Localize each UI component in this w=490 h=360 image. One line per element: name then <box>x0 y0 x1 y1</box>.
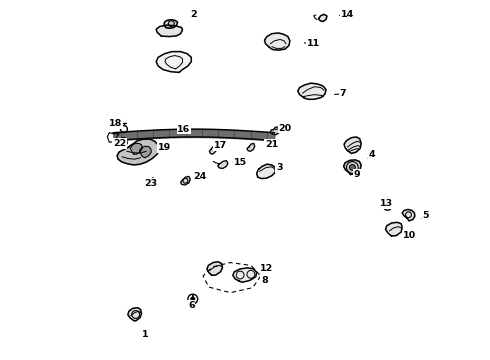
Polygon shape <box>265 33 290 50</box>
Polygon shape <box>298 83 326 99</box>
Text: 6: 6 <box>188 301 195 310</box>
Polygon shape <box>130 143 143 154</box>
Polygon shape <box>156 51 191 72</box>
Text: 9: 9 <box>354 170 361 179</box>
Polygon shape <box>270 127 280 135</box>
Polygon shape <box>209 146 217 154</box>
Polygon shape <box>257 164 275 179</box>
Text: 11: 11 <box>307 39 320 48</box>
Text: 22: 22 <box>113 139 126 148</box>
Polygon shape <box>247 143 255 151</box>
Text: 7: 7 <box>339 89 346 98</box>
Polygon shape <box>128 308 142 321</box>
Polygon shape <box>140 146 151 158</box>
Polygon shape <box>218 161 228 168</box>
Polygon shape <box>181 176 190 185</box>
Text: 2: 2 <box>191 10 197 19</box>
Text: 18: 18 <box>109 119 122 128</box>
Text: 13: 13 <box>380 199 393 208</box>
Text: 21: 21 <box>265 140 278 149</box>
Text: 15: 15 <box>234 158 246 167</box>
Text: 5: 5 <box>422 211 429 220</box>
Text: 20: 20 <box>278 123 292 132</box>
Text: 12: 12 <box>260 265 273 274</box>
Polygon shape <box>386 222 402 236</box>
Text: 4: 4 <box>368 150 375 159</box>
Polygon shape <box>117 139 160 165</box>
Text: 3: 3 <box>276 163 282 172</box>
Polygon shape <box>344 137 361 153</box>
Polygon shape <box>318 14 327 22</box>
Text: 14: 14 <box>341 10 354 19</box>
Text: 16: 16 <box>177 125 191 134</box>
Text: 23: 23 <box>145 179 158 188</box>
Polygon shape <box>233 268 257 282</box>
Circle shape <box>349 165 355 170</box>
Text: 8: 8 <box>261 276 268 285</box>
Polygon shape <box>207 262 222 275</box>
Polygon shape <box>402 210 415 221</box>
Text: 17: 17 <box>214 141 227 150</box>
Polygon shape <box>343 160 361 175</box>
Text: 1: 1 <box>142 330 148 339</box>
Polygon shape <box>147 178 155 185</box>
Text: 19: 19 <box>158 143 171 152</box>
Polygon shape <box>156 25 182 37</box>
Text: 10: 10 <box>403 231 416 240</box>
Circle shape <box>191 297 195 301</box>
Text: 24: 24 <box>194 172 207 181</box>
Polygon shape <box>164 20 178 28</box>
